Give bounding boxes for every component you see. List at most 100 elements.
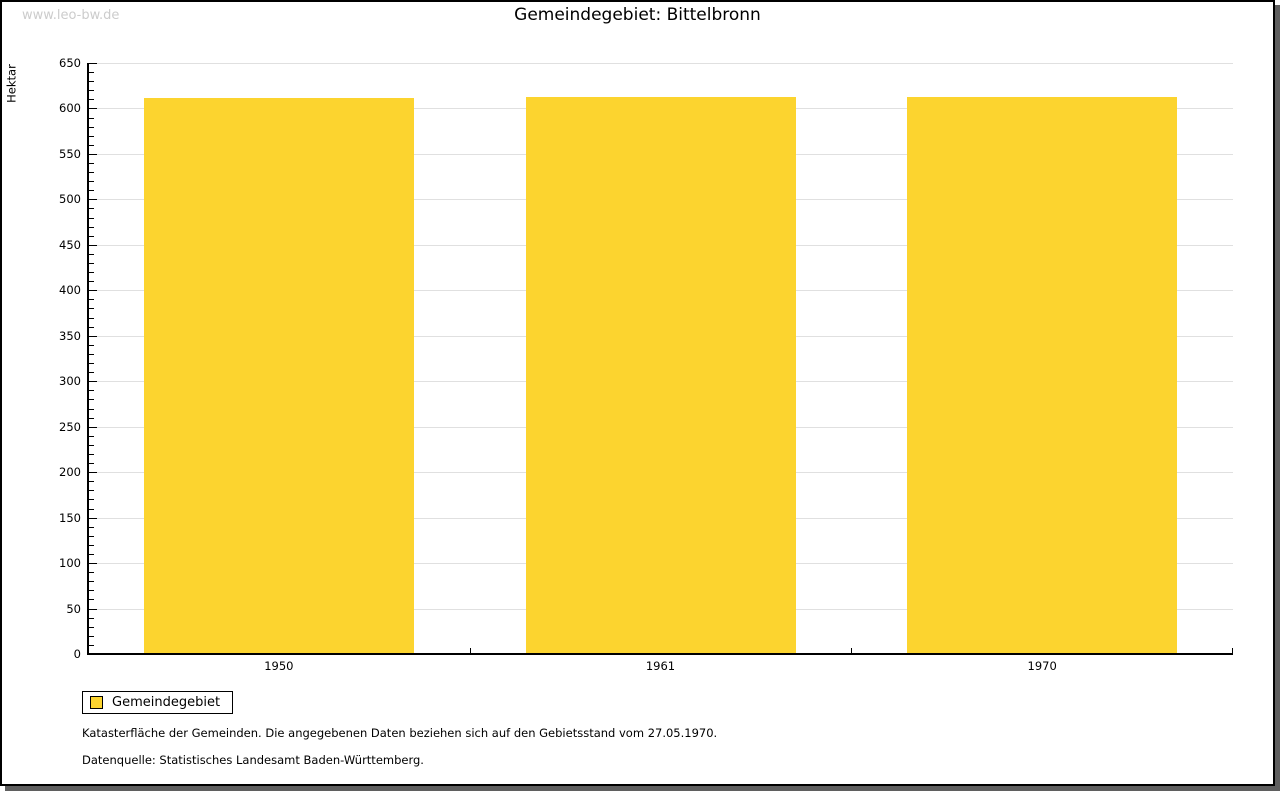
y-minor-tick: [89, 235, 94, 237]
y-minor-tick: [89, 372, 94, 374]
y-minor-tick: [89, 326, 94, 328]
y-tick-label: 400: [59, 283, 81, 298]
y-minor-tick: [89, 299, 94, 301]
y-minor-tick: [89, 399, 94, 401]
y-major-tick: [89, 63, 97, 64]
y-major-tick: [89, 517, 97, 519]
y-tick-label: 450: [59, 237, 81, 252]
y-minor-tick: [89, 72, 94, 74]
y-minor-tick: [89, 226, 94, 228]
y-major-tick: [89, 244, 97, 246]
y-minor-tick: [89, 626, 94, 628]
y-minor-tick: [89, 208, 94, 210]
y-major-tick: [89, 153, 97, 155]
y-minor-tick: [89, 135, 94, 137]
x-category-label: 1970: [1027, 659, 1057, 673]
bar-1950: [143, 97, 414, 654]
y-minor-tick: [89, 644, 94, 646]
y-minor-tick: [89, 526, 94, 528]
y-minor-tick: [89, 217, 94, 219]
y-minor-tick: [89, 444, 94, 446]
y-tick-label: 350: [59, 328, 81, 343]
y-tick-label: 200: [59, 465, 81, 480]
y-major-tick: [89, 108, 97, 110]
y-major-tick: [89, 563, 97, 565]
footer-note: Katasterfläche der Gemeinden. Die angege…: [82, 726, 718, 740]
footer-datasource: Datenquelle: Statistisches Landesamt Bad…: [82, 753, 424, 767]
y-tick-label: 500: [59, 192, 81, 207]
y-minor-tick: [89, 481, 94, 483]
y-minor-tick: [89, 363, 94, 365]
x-category-label: 1961: [645, 659, 676, 673]
y-major-tick: [89, 335, 97, 337]
y-minor-tick: [89, 453, 94, 455]
y-minor-tick: [89, 499, 94, 501]
y-minor-tick: [89, 99, 94, 101]
y-axis-line: [87, 63, 89, 654]
y-minor-tick: [89, 281, 94, 283]
y-tick-label: 600: [59, 101, 81, 116]
y-minor-tick: [89, 544, 94, 546]
y-minor-tick: [89, 353, 94, 355]
y-major-tick: [89, 472, 97, 474]
y-minor-tick: [89, 463, 94, 465]
y-minor-tick: [89, 272, 94, 274]
y-minor-tick: [89, 599, 94, 601]
y-tick-label: 250: [59, 419, 81, 434]
y-minor-tick: [89, 308, 94, 310]
y-minor-tick: [89, 617, 94, 619]
bar-1961: [525, 96, 796, 654]
y-minor-tick: [89, 508, 94, 510]
y-minor-tick: [89, 163, 94, 164]
y-minor-tick: [89, 81, 94, 83]
legend: Gemeindegebiet: [82, 691, 234, 714]
y-tick-label: 0: [73, 647, 81, 661]
y-minor-tick: [89, 117, 94, 119]
y-major-tick: [89, 426, 97, 428]
y-minor-tick: [89, 572, 94, 574]
y-tick-label: 50: [66, 601, 81, 616]
x-end-tick: [1232, 648, 1233, 654]
legend-label: Gemeindegebiet: [112, 695, 221, 710]
y-gridline: [88, 63, 1233, 64]
y-minor-tick: [89, 90, 94, 92]
legend-swatch: [90, 696, 103, 709]
y-minor-tick: [89, 390, 94, 392]
y-minor-tick: [89, 535, 94, 537]
x-boundary-tick: [469, 648, 471, 654]
y-minor-tick: [89, 190, 94, 192]
y-minor-tick: [89, 253, 94, 255]
y-minor-tick: [89, 126, 94, 128]
y-minor-tick: [89, 417, 94, 419]
y-tick-label: 150: [59, 510, 81, 525]
y-tick-label: 100: [59, 556, 81, 571]
y-major-tick: [89, 608, 97, 610]
y-minor-tick: [89, 590, 94, 592]
y-minor-tick: [89, 635, 94, 637]
y-minor-tick: [89, 317, 94, 319]
y-minor-tick: [89, 490, 94, 492]
y-minor-tick: [89, 172, 94, 174]
chart-title: Gemeindegebiet: Bittelbronn: [514, 5, 761, 25]
x-category-label: 1950: [264, 659, 294, 673]
x-axis-line: [87, 653, 1233, 655]
y-minor-tick: [89, 344, 94, 346]
y-minor-tick: [89, 435, 94, 437]
y-minor-tick: [89, 144, 94, 146]
y-tick-label: 550: [59, 146, 81, 161]
y-major-tick: [89, 381, 97, 383]
y-minor-tick: [89, 263, 94, 265]
y-tick-label: 650: [59, 56, 81, 70]
y-minor-tick: [89, 181, 94, 183]
y-minor-tick: [89, 408, 94, 410]
y-major-tick: [89, 199, 97, 201]
y-major-tick: [89, 290, 97, 292]
watermark: www.leo-bw.de: [22, 8, 120, 23]
y-minor-tick: [89, 581, 94, 583]
x-boundary-tick: [851, 648, 853, 654]
y-tick-label: 300: [59, 374, 81, 389]
bar-1970: [907, 96, 1178, 654]
y-minor-tick: [89, 553, 94, 555]
